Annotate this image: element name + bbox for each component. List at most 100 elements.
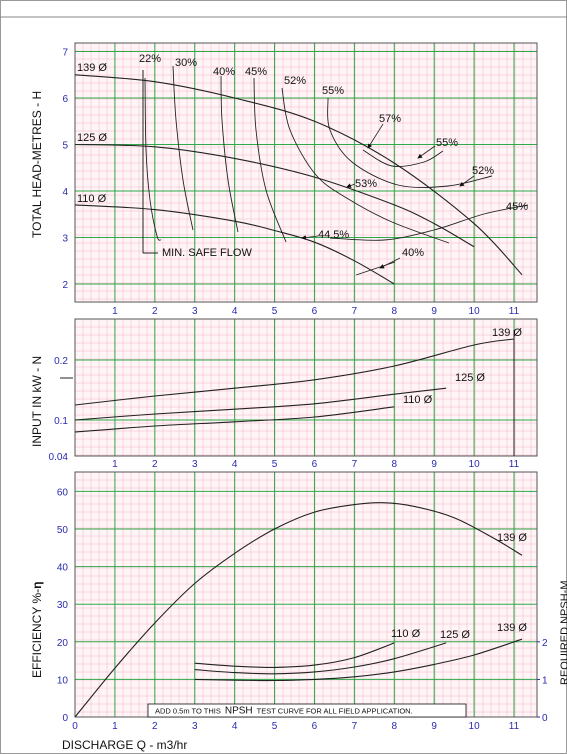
input-x-tick: 10 [469,459,481,470]
head-y-tick: 7 [62,48,68,59]
input-x-tick: 4 [232,459,238,470]
discharge-x-tick: 2 [152,721,158,732]
head-x-tick: 8 [391,306,397,317]
discharge-x-tick: 0 [72,721,78,732]
npsh-y-tick: 0 [542,713,548,724]
efficiency-contour-label: 57% [379,113,401,125]
head-y-tick: 3 [62,234,68,245]
discharge-x-tick: 9 [431,721,437,732]
input-plot-area [74,318,538,457]
input-x-tick: 3 [192,459,198,470]
head-impeller-label: 110 Ø [77,193,107,205]
input-series-label: 139 Ø [492,327,522,339]
head-x-tick: 10 [469,306,481,317]
efficiency-contour-label: 45% [245,66,267,78]
head-x-tick: 1 [112,306,118,317]
efficiency-contour [281,87,450,244]
input-curve-139 [74,338,515,406]
npsh-curve-125 [194,642,447,675]
efficiency-contour [172,65,194,231]
efficiency-contour-label: 52% [472,165,494,177]
efficiency-series-label: 125 Ø [440,629,470,641]
head-x-tick: 4 [232,306,238,317]
label-leader [301,235,319,240]
efficiency-y-tick: 0 [62,713,68,724]
efficiency-curve-139 [74,502,523,718]
efficiency-contour-label: 55% [322,85,344,97]
discharge-x-tick: 10 [469,721,481,732]
discharge-x-tick: 11 [509,721,520,732]
input-x-tick: 1 [112,459,118,470]
npsh-y-tick: 1 [542,675,548,686]
head-y-tick: 6 [62,94,68,105]
efficiency-series-label: 139 Ø [497,532,527,544]
efficiency-contour [144,77,162,241]
efficiency-y-tick: 60 [57,487,69,498]
input-curve-125 [74,387,447,421]
discharge-x-tick: 5 [272,721,278,732]
top-ylabel: TOTAL HEAD-METRES - H [30,91,44,238]
discharge-x-tick: 4 [232,721,238,732]
efficiency-contour [327,97,493,189]
efficiency-y-tick: 40 [57,563,69,574]
efficiency-contour [220,75,239,233]
efficiency-contour [329,204,529,241]
npsh-curve-110 [194,642,395,668]
npsh-note: ADD 0.5m TO THIS NPSH TEST CURVE FOR ALL F… [147,703,467,718]
efficiency-contour-label: 55% [436,137,458,149]
efficiency-contour-label: 40% [213,66,235,78]
efficiency-y-tick: 30 [57,600,69,611]
min-safe-flow-label: MIN. SAFE FLOW [162,247,252,259]
efficiency-series-label: 110 Ø [391,628,421,640]
efficiency-contour [355,261,396,276]
efficiency-series-label: 139 Ø [497,622,527,634]
input-x-tick: 9 [431,459,437,470]
label-leader [459,175,475,187]
x-axis-label: DISCHARGE Q - m3/hr [62,738,187,752]
input-x-tick: 5 [272,459,278,470]
label-leader [417,145,436,159]
head-curve-110 [74,204,395,285]
head-x-tick: 7 [352,306,358,317]
input-series-label: 125 Ø [455,372,485,384]
label-leader [346,183,356,188]
middle-ylabel: INPUT IN kW - N [30,356,44,447]
efficiency-contour [362,149,444,168]
efficiency-contour-label: 40% [402,247,424,259]
head-x-tick: 3 [192,306,198,317]
npsh-curve-139 [194,638,523,682]
eta-symbol: η [30,582,44,589]
discharge-x-tick: 7 [352,721,358,732]
efficiency-contour-label: 45% [506,201,528,213]
input-y-tick: 0.2 [54,356,68,367]
head-plot-area [74,42,538,303]
bottom-ylabel: EFFICIENCY %-η [30,582,44,678]
label-leader [367,123,384,149]
head-y-tick: 4 [62,187,68,198]
efficiency-contour [253,77,287,243]
head-x-tick: 5 [272,306,278,317]
head-impeller-label: 139 Ø [77,62,107,74]
efficiency-contour-label: 44.5% [318,229,349,241]
efficiency-y-tick: 10 [57,675,69,686]
input-x-tick: 8 [391,459,397,470]
efficiency-contour-label: 22% [139,53,161,65]
input-y-tick: 0.04 [49,452,69,463]
head-impeller-label: 125 Ø [77,132,107,144]
input-x-tick: 11 [509,459,520,470]
head-x-tick: 11 [509,306,520,317]
input-x-tick: 2 [152,459,158,470]
input-x-tick: 6 [312,459,318,470]
head-x-tick: 6 [312,306,318,317]
input-x-tick: 7 [352,459,358,470]
efficiency-contour-label: 52% [284,75,306,87]
right-ylabel: REQUIRED NPSH-M [559,580,567,685]
head-y-tick: 5 [62,141,68,152]
efficiency-contour-label: 30% [175,57,197,69]
label-leader [379,257,401,269]
discharge-x-tick: 6 [312,721,318,732]
input-curve-110 [74,406,395,433]
head-y-tick: 2 [62,280,68,291]
discharge-x-tick: 3 [192,721,198,732]
